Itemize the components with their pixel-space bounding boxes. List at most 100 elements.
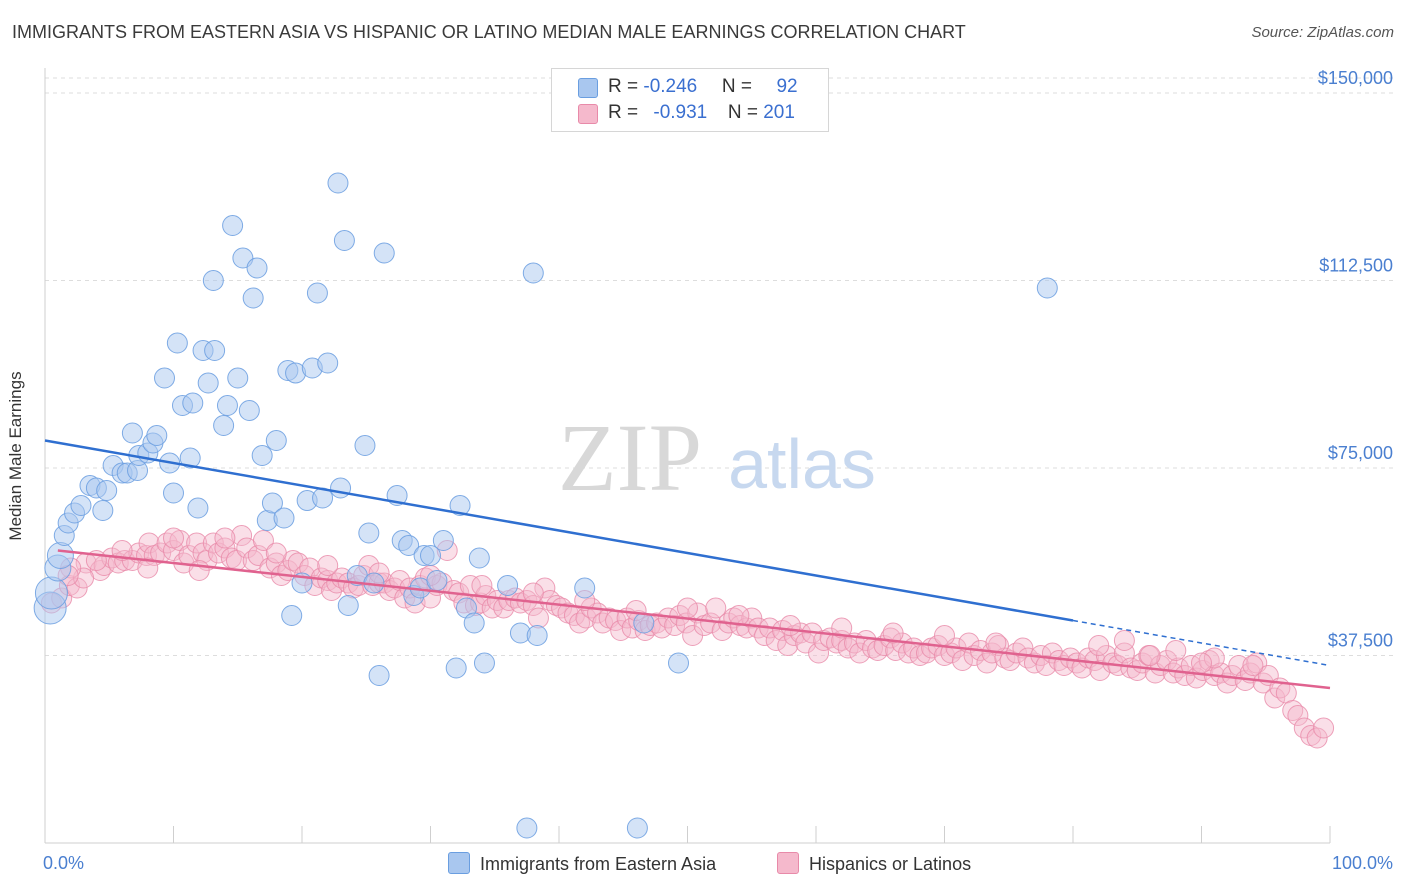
- pink-trend-line: [57, 549, 1331, 690]
- pink-point-168: [1035, 655, 1057, 676]
- pink-point-164: [1012, 637, 1034, 659]
- pink-point-238: [163, 527, 184, 549]
- legend-text-pink: R = -0.931 N = 201: [608, 102, 795, 124]
- pink-point-217: [934, 625, 955, 646]
- x-tick-label-0: 0.0%: [43, 853, 84, 873]
- pink-point-225: [1191, 652, 1212, 674]
- pink-point-174: [1071, 657, 1093, 679]
- blue-point-79: [473, 652, 495, 674]
- pink-point-208: [1275, 682, 1297, 704]
- pink-point-123: [765, 630, 787, 651]
- pink-point-221: [1203, 647, 1225, 669]
- blue-point-83: [526, 625, 548, 646]
- blue-point-39: [242, 287, 264, 309]
- blue-point-72: [426, 570, 448, 591]
- legend-swatch-blue: [578, 78, 598, 98]
- blue-point-40: [246, 257, 268, 279]
- bottom-legend-series2: Hispanics or Latinos: [777, 852, 971, 878]
- y-tick-label-1: $75,000: [1328, 443, 1393, 463]
- pink-point-220: [1165, 640, 1187, 661]
- axes: [44, 68, 1331, 844]
- blue-point-43: [261, 492, 283, 514]
- bottom-legend-swatch-blue: [448, 852, 470, 874]
- pink-point-214: [1313, 717, 1335, 739]
- blue-point-32: [204, 340, 226, 361]
- blue-point-86: [668, 652, 690, 674]
- bottom-legend-series1: Immigrants from Eastern Asia: [448, 852, 716, 878]
- blue-point-60: [354, 435, 376, 456]
- legend-r-value: -0.931: [653, 102, 708, 123]
- blue-point-20: [146, 425, 168, 446]
- trend-lines: [44, 439, 1331, 690]
- blue-point-38: [238, 400, 260, 421]
- blue-point-63: [368, 665, 390, 686]
- pink-point-239: [111, 540, 133, 561]
- blue-point-1: [34, 576, 68, 610]
- pink-point-206: [1264, 687, 1286, 709]
- blue-point-28: [187, 497, 209, 519]
- blue-point-7: [70, 495, 92, 516]
- pink-point-215: [831, 617, 853, 639]
- legend-r-value: -0.246: [643, 76, 698, 97]
- pink-point-192: [1180, 655, 1202, 676]
- pink-point-29: [231, 525, 253, 546]
- blue-trend-extension: [1072, 619, 1331, 667]
- blue-point-82: [522, 262, 544, 284]
- blue-point-64: [373, 242, 395, 264]
- pink-point-113: [705, 597, 727, 619]
- blue-point-84: [574, 577, 596, 599]
- blue-point-47: [281, 605, 303, 626]
- blue-point-10: [92, 500, 114, 521]
- legend-r-label: R =: [608, 76, 644, 97]
- blue-point-26: [179, 447, 201, 469]
- chart-source: Source: ZipAtlas.com: [1251, 24, 1394, 41]
- pink-point-83: [527, 607, 549, 629]
- blue-point-75: [449, 495, 471, 516]
- blue-point-77: [463, 612, 485, 634]
- legend-n-label: N =: [727, 102, 764, 123]
- chart-title: IMMIGRANTS FROM EASTERN ASIA VS HISPANIC…: [12, 22, 966, 42]
- legend-n-value: 92: [776, 76, 798, 97]
- pink-point-118: [736, 617, 758, 639]
- blue-point-31: [202, 270, 224, 291]
- pink-point-222: [1242, 655, 1264, 676]
- pink-point-235: [317, 555, 339, 576]
- pink-point-236: [265, 542, 287, 564]
- legend-n-label: N =: [721, 76, 758, 97]
- blue-point-55: [327, 172, 349, 194]
- y-tick-labels: $37,500 $75,000 $112,500 $150,000: [1318, 68, 1393, 651]
- blue-points: [33, 172, 1058, 839]
- pink-point-39: [287, 552, 309, 574]
- blue-point-16: [121, 422, 143, 444]
- pink-point-226: [779, 615, 801, 636]
- y-tick-label-0: $37,500: [1328, 631, 1393, 651]
- blue-point-21: [154, 367, 176, 389]
- pink-point-58: [389, 570, 411, 591]
- blue-point-41: [251, 445, 273, 466]
- pink-points: [40, 525, 1335, 749]
- x-tick-label-1: 100.0%: [1332, 853, 1393, 873]
- blue-point-35: [222, 215, 244, 236]
- blue-point-87: [1036, 277, 1058, 299]
- blue-point-57: [333, 230, 355, 251]
- bottom-legend-swatch-pink: [777, 852, 799, 874]
- pink-point-224: [1139, 645, 1161, 666]
- y-tick-label-3: $150,000: [1318, 68, 1393, 88]
- blue-point-80: [497, 575, 519, 596]
- legend-n-value: 201: [763, 102, 795, 123]
- blue-point-56: [330, 477, 352, 499]
- pink-point-24: [202, 532, 224, 554]
- pink-point-213: [1306, 727, 1328, 749]
- blue-point-58: [337, 595, 359, 616]
- blue-point-45: [273, 507, 295, 529]
- pink-point-158: [976, 652, 998, 674]
- blue-point-23: [163, 482, 184, 504]
- blue-point-33: [213, 415, 235, 436]
- pink-point-210: [1287, 705, 1309, 726]
- pink-point-216: [882, 622, 904, 644]
- blue-point-11: [96, 480, 118, 501]
- legend-r-label: R =: [608, 102, 644, 123]
- pink-point-237: [214, 527, 236, 549]
- y-tick-label-2: $112,500: [1319, 256, 1393, 276]
- blue-point-71: [420, 545, 441, 566]
